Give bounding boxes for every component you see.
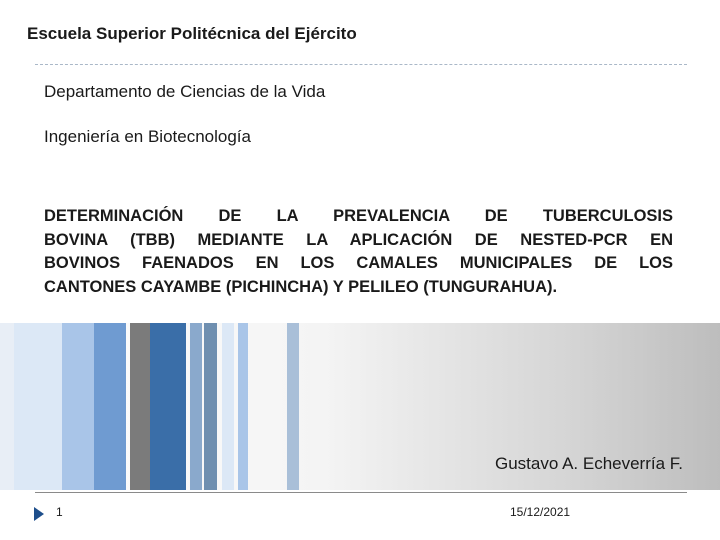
- stripe: [94, 323, 126, 490]
- footer-marker-icon: [34, 507, 44, 521]
- title-line: CANTONES CAYAMBE (PICHINCHA) Y PELILEO (…: [44, 277, 558, 296]
- decorative-stripe-band: [0, 323, 720, 490]
- department-name: Departamento de Ciencias de la Vida: [44, 82, 326, 101]
- stripe: [287, 323, 299, 490]
- title-line: DETERMINACIÓN DE LA PREVALENCIA DE TUBER…: [44, 207, 673, 225]
- stripe: [204, 323, 217, 490]
- stripe: [14, 323, 62, 490]
- author-name: Gustavo A. Echeverría F.: [494, 454, 683, 473]
- thesis-title: DETERMINACIÓN DE LA PREVALENCIA DE TUBER…: [44, 205, 673, 299]
- top-divider: [35, 64, 687, 65]
- page-number: 1: [56, 505, 63, 519]
- title-line: BOVINA (TBB) MEDIANTE LA APLICACIÓN DE N…: [44, 230, 673, 249]
- bottom-divider: [35, 492, 687, 493]
- stripe: [222, 323, 234, 490]
- stripe: [238, 323, 248, 490]
- title-line: BOVINOS FAENADOS EN LOS CAMALES MUNICIPA…: [44, 254, 673, 272]
- stripe: [130, 323, 150, 490]
- program-name: Ingeniería en Biotecnología: [44, 127, 251, 146]
- institution-title: Escuela Superior Politécnica del Ejércit…: [27, 24, 357, 43]
- stripe: [62, 323, 94, 490]
- footer-date: 15/12/2021: [510, 505, 571, 519]
- stripe: [150, 323, 186, 490]
- stripe: [0, 323, 14, 490]
- stripe: [190, 323, 202, 490]
